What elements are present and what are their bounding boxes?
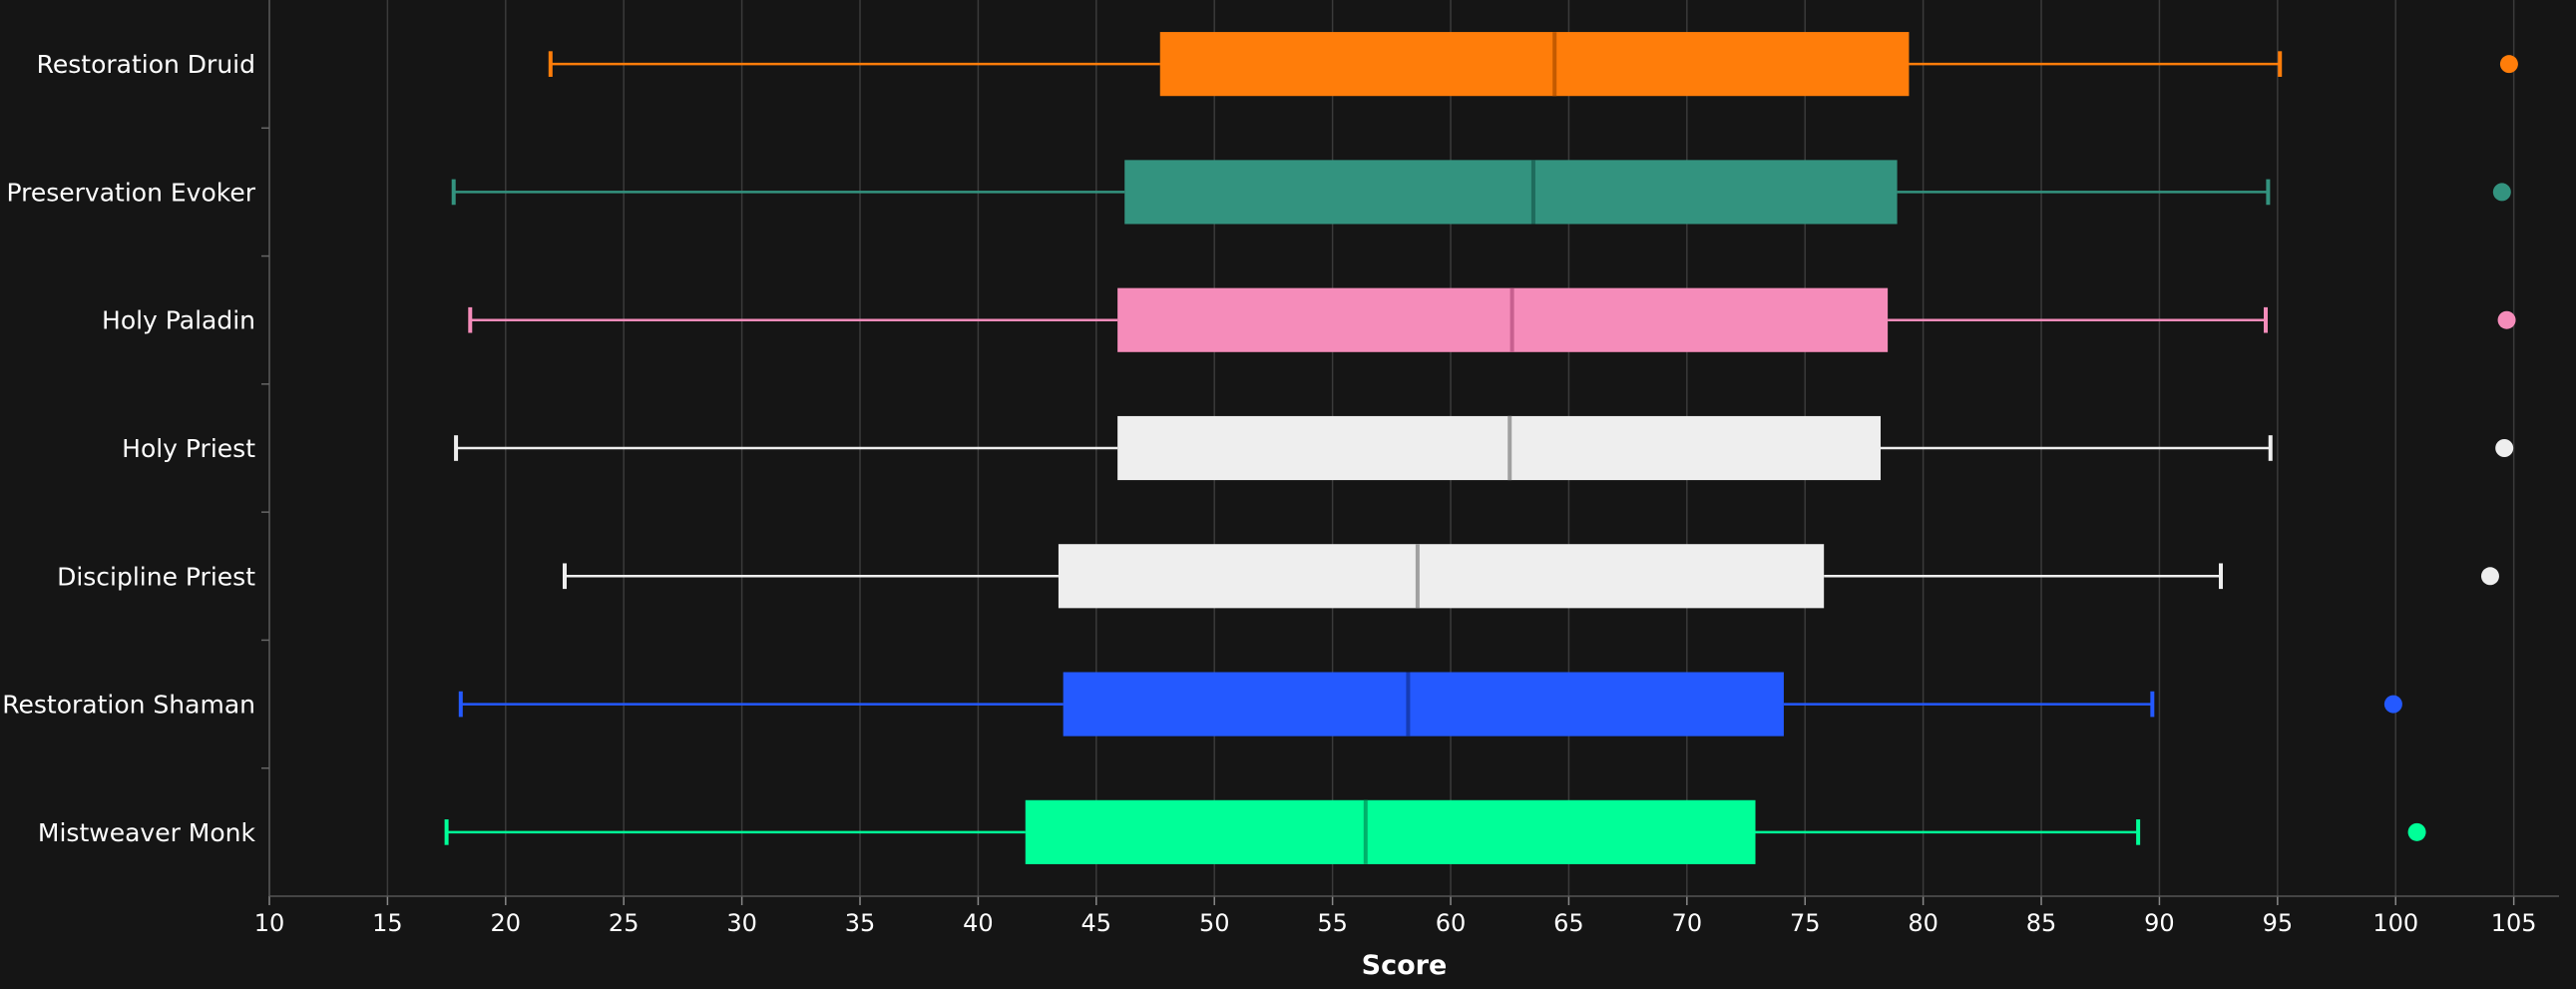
box-group <box>468 287 2516 352</box>
x-tick-label: 90 <box>2144 909 2175 937</box>
y-axis: Restoration Druid Preservation Evoker Holy… <box>2 0 270 896</box>
box-group <box>563 544 2499 609</box>
x-axis-title: Score <box>1362 950 1448 981</box>
x-tick-label: 40 <box>963 909 994 937</box>
outlier-point <box>2497 310 2516 329</box>
x-tick-label: 70 <box>1672 909 1703 937</box>
x-tick-label: 85 <box>2026 909 2057 937</box>
category-label: Holy Paladin <box>102 306 255 335</box>
x-tick-label: 30 <box>726 909 757 937</box>
category-label: Discipline Priest <box>57 562 255 591</box>
box-series <box>444 32 2518 864</box>
iqr-box <box>1025 799 1756 864</box>
x-tick-label: 10 <box>254 909 285 937</box>
x-tick-label: 20 <box>491 909 522 937</box>
box-group <box>454 415 2514 481</box>
iqr-box <box>1058 544 1825 609</box>
x-tick-label: 100 <box>2372 909 2418 937</box>
iqr-box <box>1063 672 1784 737</box>
box-group <box>458 672 2402 737</box>
outlier-point <box>2499 55 2518 74</box>
x-tick-label: 65 <box>1553 909 1584 937</box>
iqr-box <box>1117 415 1882 481</box>
x-tick-label: 45 <box>1081 909 1112 937</box>
x-tick-label: 105 <box>2491 909 2537 937</box>
box-group <box>451 160 2511 225</box>
outlier-point <box>2495 439 2514 457</box>
iqr-box <box>1159 32 1910 97</box>
x-tick-label: 55 <box>1317 909 1348 937</box>
category-label: Holy Priest <box>122 434 255 463</box>
x-tick-label: 25 <box>609 909 640 937</box>
x-tick-label: 95 <box>2263 909 2294 937</box>
category-label: Restoration Shaman <box>2 691 255 720</box>
category-label: Restoration Druid <box>37 50 255 79</box>
iqr-box <box>1124 160 1898 225</box>
x-tick-label: 75 <box>1790 909 1821 937</box>
outlier-point <box>2480 567 2499 586</box>
x-axis: 10 15 20 25 30 35 40 45 50 55 60 65 70 75 80 85 90 95 100 1… <box>254 895 2559 937</box>
category-label: Mistweaver Monk <box>38 818 256 847</box>
iqr-box <box>1117 287 1889 352</box>
outlier-point <box>2492 183 2511 202</box>
box-group <box>548 32 2518 97</box>
category-label: Preservation Evoker <box>6 178 255 207</box>
outlier-point <box>2407 822 2426 841</box>
box-group <box>444 799 2426 864</box>
x-tick-label: 50 <box>1199 909 1230 937</box>
x-tick-label: 60 <box>1436 909 1467 937</box>
x-tick-label: 15 <box>372 909 403 937</box>
x-tick-label: 35 <box>845 909 876 937</box>
x-tick-label: 80 <box>1908 909 1938 937</box>
outlier-point <box>2383 695 2402 714</box>
